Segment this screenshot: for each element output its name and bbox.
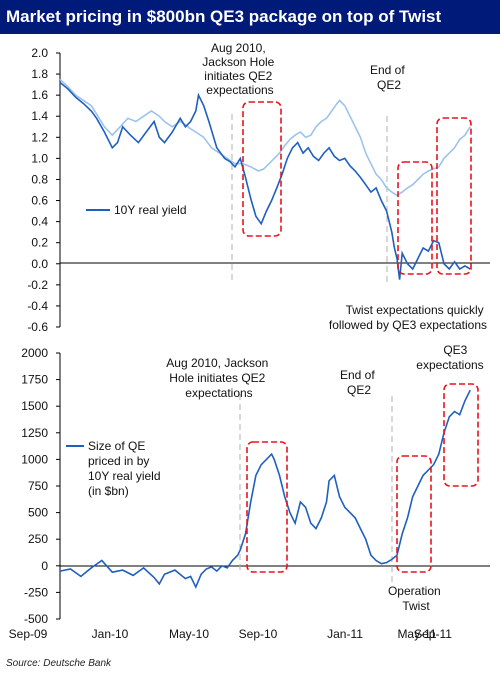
bottom-y-tick-label: 750 xyxy=(28,479,48,493)
top-y-tick-label: 0.2 xyxy=(31,236,48,250)
top-series-dark-line xyxy=(59,81,471,280)
bottom-highlight-qe2 xyxy=(246,441,288,573)
bottom-annotation-end-qe2: End of QE2 xyxy=(340,368,378,397)
bottom-y-tick-label: 250 xyxy=(28,532,48,546)
top-panel: 2.0 1.8 1.6 1.4 1.2 1.0 0.8 0.6 0.4 0.2 0.0 -0.2 -0.… xyxy=(27,41,490,334)
top-y-tick-label: 0.8 xyxy=(31,172,48,186)
x-tick-label: May-11 xyxy=(397,627,436,641)
top-y-tick-label: 1.6 xyxy=(31,88,48,102)
top-y-tick-label: 1.8 xyxy=(31,67,48,81)
bottom-y-axis-ticks: 2000 1750 1500 1250 1000 750 500 250 0 -250 -500 xyxy=(21,346,60,626)
bottom-annotation-operation-twist: Operation Twist xyxy=(388,584,444,613)
top-highlight-qe3 xyxy=(436,117,472,275)
top-highlight-qe2 xyxy=(242,101,282,237)
bottom-y-tick-label: 1000 xyxy=(21,452,48,466)
bottom-y-tick-label: 1250 xyxy=(21,426,48,440)
top-annotation-twist: Twist expectations quickly followed by Q… xyxy=(329,303,487,332)
x-tick-label: Sep-09 xyxy=(9,627,48,641)
top-y-tick-label: 0.0 xyxy=(31,257,48,271)
top-y-tick-label: -0.4 xyxy=(27,299,48,313)
x-tick-label: Sep-10 xyxy=(239,627,278,641)
bottom-highlight-qe3 xyxy=(443,383,479,487)
top-y-tick-label: 2.0 xyxy=(31,46,48,60)
chart-area: 2.0 1.8 1.6 1.4 1.2 1.0 0.8 0.6 0.4 0.2 0.0 -0.2 -0.… xyxy=(9,41,490,641)
x-tick-label: Jan-11 xyxy=(327,627,363,641)
top-annotation-jackson-hole: Aug 2010, Jackson Hole initiates QE2 exp… xyxy=(202,41,277,97)
bottom-annotation-jackson-hole: Aug 2010, Jackson Hole initiates QE2 exp… xyxy=(166,356,271,400)
top-y-axis-ticks: 2.0 1.8 1.6 1.4 1.2 1.0 0.8 0.6 0.4 0.2 0.0 -0.2 -0.… xyxy=(27,46,60,334)
top-y-tick-label: 1.0 xyxy=(31,151,48,165)
bottom-y-tick-label: -250 xyxy=(24,585,48,599)
chart-title: Market pricing in $800bn QE3 package on … xyxy=(0,0,500,34)
bottom-y-tick-label: 2000 xyxy=(21,346,48,360)
top-highlight-twist xyxy=(397,161,433,275)
bottom-y-tick-label: 1500 xyxy=(21,399,48,413)
top-legend-label: 10Y real yield xyxy=(114,203,187,217)
x-tick-label: May-10 xyxy=(169,627,209,641)
top-y-tick-label: 1.4 xyxy=(31,109,48,123)
bottom-y-tick-label: -500 xyxy=(24,612,48,626)
x-tick-label: Sep-11 xyxy=(414,627,452,641)
top-annotation-end-qe2: End of QE2 xyxy=(370,63,408,92)
x-tick-label: Jan-10 xyxy=(92,627,129,641)
bottom-panel: 2000 1750 1500 1250 1000 750 500 250 0 -250 -500 S… xyxy=(9,343,490,641)
top-y-tick-label: -0.2 xyxy=(27,278,48,292)
bottom-y-tick-label: 1750 xyxy=(21,373,48,387)
bottom-x-axis-labels: Sep-09 Jan-10 May-10 Sep-10 Jan-11 May-11Sep-… xyxy=(9,627,453,641)
bottom-series-line xyxy=(59,389,471,590)
top-y-tick-label: 1.2 xyxy=(31,130,48,144)
top-y-tick-label: -0.6 xyxy=(27,320,48,334)
bottom-y-tick-label: 0 xyxy=(41,559,48,573)
top-y-tick-label: 0.6 xyxy=(31,194,48,208)
bottom-annotation-qe3: QE3 expectations xyxy=(416,343,483,372)
top-y-tick-label: 0.4 xyxy=(31,215,48,229)
source-note: Source: Deutsche Bank xyxy=(6,658,112,669)
top-series-light-line xyxy=(59,78,471,197)
bottom-legend-label: Size of QE priced in by 10Y real yield (… xyxy=(88,439,164,498)
bottom-y-tick-label: 500 xyxy=(28,506,48,520)
bottom-highlight-twist xyxy=(396,455,432,573)
